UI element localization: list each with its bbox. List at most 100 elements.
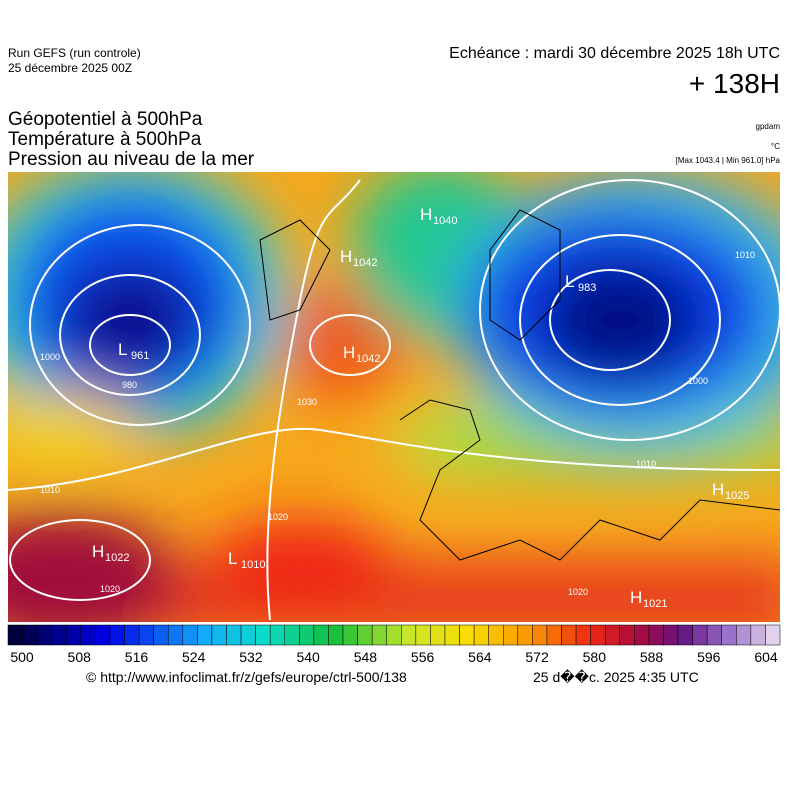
isobar-label: 1020 [268, 512, 288, 522]
colorbar-swatch [750, 624, 766, 646]
colorbar-swatch [284, 624, 300, 646]
colorbar-swatch [444, 624, 460, 646]
run: 25 décembre 2025 00Z [8, 61, 133, 75]
center-value: 1022 [105, 552, 129, 564]
colorbar-swatch [459, 624, 475, 646]
isobar-label: 1000 [40, 352, 60, 362]
colorbar-swatch [255, 624, 271, 646]
center-value: 1010 [241, 559, 265, 571]
colorbar-tick-label: 588 [640, 649, 664, 665]
isobar-label: 1030 [297, 397, 317, 407]
colorbar-swatch [328, 624, 344, 646]
center-kind: H [630, 588, 642, 607]
unit: gpdam [755, 122, 780, 131]
colorbar-tick-label: 580 [583, 649, 607, 665]
center-value: 983 [578, 282, 596, 294]
colorbar-swatch [517, 624, 533, 646]
center-value: 1042 [356, 353, 380, 365]
colorbar-swatch [692, 624, 708, 646]
colorbar-swatch [197, 624, 213, 646]
colorbar-tick-label: 532 [239, 649, 263, 665]
colorbar-swatch [211, 624, 227, 646]
colorbar-swatch [532, 624, 548, 646]
colorbar-swatch [299, 624, 315, 646]
colorbar-swatch [138, 624, 154, 646]
isobar-label: 1010 [735, 250, 755, 260]
colorbar-tick-label: 524 [182, 649, 206, 665]
colorbar-tick-label: 604 [754, 649, 778, 665]
colorbar-swatch [401, 624, 417, 646]
footer-date: 25 d��c. 2025 4:35 UTC [533, 669, 699, 685]
colorbar-swatch [240, 624, 256, 646]
center-value: 1021 [643, 598, 667, 610]
center-kind: H [92, 542, 104, 561]
colorbar-swatch [371, 624, 387, 646]
center-value: 1040 [433, 215, 457, 227]
colorbar-swatch [167, 624, 184, 646]
colorbar-swatch [124, 624, 140, 646]
colorbar-tick-label: 548 [354, 649, 378, 665]
isobar-label: 980 [122, 380, 137, 390]
echeance: Echéance : mardi 30 décembre 2025 18h UT… [449, 45, 780, 62]
colorbar-swatch [590, 624, 606, 646]
field: Géopotentiel à 500hPa [8, 109, 203, 130]
isobar-label: 1000 [688, 376, 708, 386]
colorbar-tick-label: 564 [468, 649, 492, 665]
colorbar-swatch [66, 624, 82, 646]
colorbar-swatch [109, 624, 125, 646]
colorbar-tick-label: 508 [68, 649, 92, 665]
colorbar-swatch [7, 624, 23, 646]
colorbar-swatch [575, 624, 591, 646]
colorbar-swatch [386, 624, 402, 646]
colorbar-swatch [51, 624, 67, 646]
colorbar-swatch [22, 624, 38, 646]
center-kind: H [420, 205, 432, 224]
colorbar-tick-label: 596 [697, 649, 721, 665]
center-kind: H [340, 247, 352, 266]
colorbar-swatch [153, 624, 169, 646]
colorbar-swatch [269, 624, 286, 646]
colorbar-tick-label: 500 [10, 649, 34, 665]
colorbar-swatch [226, 624, 242, 646]
colorbar-swatch [765, 624, 781, 646]
colorbar-swatch [95, 624, 111, 646]
isobar-label: 1020 [100, 584, 120, 594]
center-value: 961 [131, 350, 149, 362]
center-value: 1042 [353, 257, 377, 269]
center-kind: L [565, 272, 574, 291]
center-kind: L [228, 549, 237, 568]
colorbar-swatch [546, 624, 562, 646]
colorbar-swatch [80, 624, 96, 646]
model: Run GEFS (run controle) [8, 46, 141, 60]
colorbar-tick-label: 516 [125, 649, 149, 665]
isobar-label: 1020 [568, 587, 588, 597]
colorbar-swatch [357, 624, 373, 646]
colorbar-swatch [634, 624, 650, 646]
unit: °C [771, 142, 780, 151]
colorbar-swatch [430, 624, 446, 646]
colorbar-swatch [502, 624, 519, 646]
colorbar-swatch [182, 624, 198, 646]
colorbar-swatch [415, 624, 431, 646]
colorbar-swatch [619, 624, 635, 646]
colorbar-swatch [648, 624, 664, 646]
center-value: 1025 [725, 490, 749, 502]
colorbar-swatch [342, 624, 358, 646]
center-kind: H [343, 343, 355, 362]
colorbar-swatch [677, 624, 693, 646]
isobar-label: 1010 [636, 459, 656, 469]
lead: + 138H [688, 68, 780, 99]
colorbar-swatch [706, 624, 722, 646]
colorbar-tick-label: 556 [411, 649, 435, 665]
field-map [8, 172, 780, 622]
colorbar-tick-label: 572 [525, 649, 549, 665]
center-kind: H [712, 480, 724, 499]
colorbar-swatch [721, 624, 737, 646]
colorbar-swatch [736, 624, 752, 646]
field: Pression au niveau de la mer [8, 149, 255, 170]
center-kind: L [118, 340, 127, 359]
colorbar-swatch [663, 624, 679, 646]
colorbar-swatch [561, 624, 577, 646]
